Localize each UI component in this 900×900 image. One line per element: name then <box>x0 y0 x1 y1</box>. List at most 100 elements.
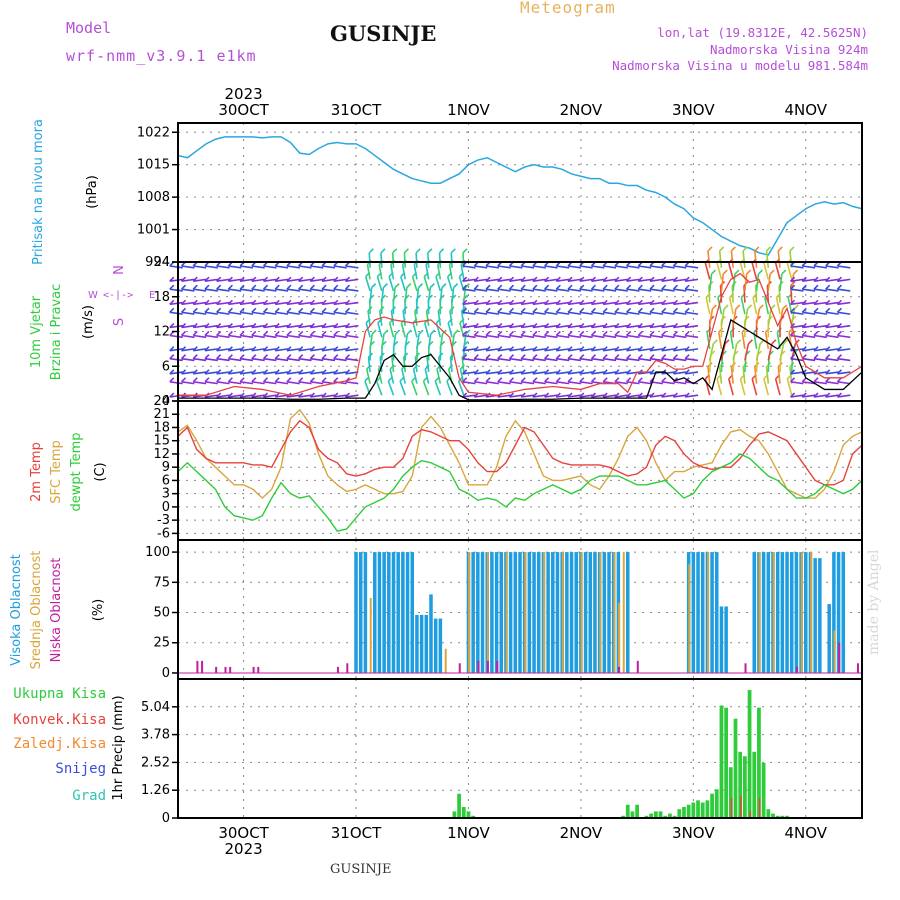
pressure-tick-label: 1022 <box>137 125 170 140</box>
wind-barb <box>275 381 289 385</box>
wind-barb-flag <box>684 284 690 290</box>
wind-barb <box>802 324 816 329</box>
wind-barb <box>509 357 523 362</box>
wind-barb <box>509 311 523 315</box>
wind-barb-flag <box>473 354 479 360</box>
wind-barb <box>556 357 570 362</box>
wind-barb-flag <box>251 392 257 398</box>
wind-barb <box>169 278 183 282</box>
wind-barb-flag <box>789 284 796 290</box>
cloud-high-bar <box>691 552 696 673</box>
wind-barb <box>638 381 652 385</box>
wind-barb <box>193 288 207 292</box>
wind-barb-flag <box>371 283 377 289</box>
wind-barb-flag <box>227 299 233 305</box>
wind-barb <box>275 278 289 282</box>
precip-total-bar <box>668 813 672 818</box>
wind-barb-flag <box>380 248 386 254</box>
wind-barb <box>333 288 347 292</box>
wind-barb <box>438 252 442 268</box>
wind-barb-flag <box>309 369 315 375</box>
wind-barb <box>380 287 385 303</box>
pressure-tick-label: 1008 <box>137 190 170 205</box>
cloud-high-bar <box>508 552 513 673</box>
wind-barb <box>298 357 312 362</box>
wind-barb <box>591 311 605 315</box>
wind-barb <box>802 394 816 398</box>
wind-barb-flag <box>801 392 807 398</box>
wind-barb-flag <box>602 369 608 375</box>
wind-barb <box>366 264 371 280</box>
temp-sfc-label: SFC Temp <box>49 440 64 504</box>
wind-barb-flag <box>227 369 233 375</box>
wind-barb-flag <box>555 330 561 337</box>
wind-barb <box>730 250 734 268</box>
top-date-label: 3NOV <box>672 101 715 119</box>
wind-barb <box>298 324 312 329</box>
wind-barb <box>216 348 230 352</box>
wind-barb-flag <box>579 276 585 282</box>
wind-barb <box>614 371 628 375</box>
wind-barb <box>638 357 652 362</box>
wind-barb-flag <box>813 276 819 282</box>
wind-barb-flag <box>485 369 491 375</box>
wind-barb <box>345 348 359 352</box>
wind-barb <box>239 265 254 269</box>
wind-barb-flag <box>672 307 679 313</box>
wind-barb-flag <box>394 283 400 289</box>
wind-barb-flag <box>216 276 222 282</box>
wind-barb-flag <box>262 392 269 398</box>
wind-barb-flag <box>321 354 327 360</box>
wind-barb-flag <box>723 304 729 310</box>
wind-barb <box>391 252 395 268</box>
wind-barb-flag <box>227 346 233 352</box>
precip-snow-label: Snijeg <box>55 761 106 777</box>
wind-barb-flag <box>626 299 632 305</box>
precip-total-bar <box>719 705 724 818</box>
wind-barb <box>813 288 827 292</box>
wind-barb <box>813 265 827 269</box>
wind-barb <box>567 278 582 282</box>
wind-barb <box>626 357 640 362</box>
wind-barb <box>779 343 785 361</box>
wind-barb <box>275 324 289 329</box>
cloud-low-bar <box>224 666 227 673</box>
wind-barb-flag <box>462 392 468 398</box>
wind-barb-flag <box>485 284 491 290</box>
precip-total-bar <box>653 811 658 818</box>
wind-barb <box>321 288 336 292</box>
wind-barb-flag <box>227 322 233 329</box>
wind-barb <box>774 262 781 280</box>
wind-barb <box>333 348 347 352</box>
wind-barb-flag <box>520 392 526 398</box>
wind-barb <box>399 380 406 396</box>
wind-barb-flag <box>710 269 717 275</box>
wind-barb-flag <box>227 354 233 360</box>
wind-barb <box>685 288 699 292</box>
wind-barb <box>718 331 723 350</box>
wind-barb-flag <box>555 307 561 313</box>
wind-barb-flag <box>333 307 339 313</box>
wind-barb-flag <box>544 322 550 329</box>
wind-barb <box>485 278 500 282</box>
wind-barb <box>763 262 770 280</box>
wind-barb <box>193 357 207 362</box>
cloud-high-bar <box>405 552 410 673</box>
pressure-tick-label: 1015 <box>137 158 170 173</box>
wind-barb-flag <box>508 307 515 313</box>
wind-barb-flag <box>789 307 796 313</box>
wind-barb <box>732 343 738 361</box>
wind-barb-flag <box>684 346 690 352</box>
wind-barb <box>310 278 324 282</box>
wind-barb-flag <box>462 322 468 329</box>
wind-barb <box>251 371 265 375</box>
wind-barb <box>485 357 500 362</box>
wind-barb <box>181 265 195 269</box>
wind-barb-flag <box>192 330 198 337</box>
wind-barb-flag <box>532 346 538 352</box>
wind-barb <box>439 333 444 349</box>
wind-barb <box>837 381 851 385</box>
wind-barb <box>412 368 418 384</box>
wind-barb <box>263 278 277 282</box>
wind-barb-flag <box>722 269 728 275</box>
